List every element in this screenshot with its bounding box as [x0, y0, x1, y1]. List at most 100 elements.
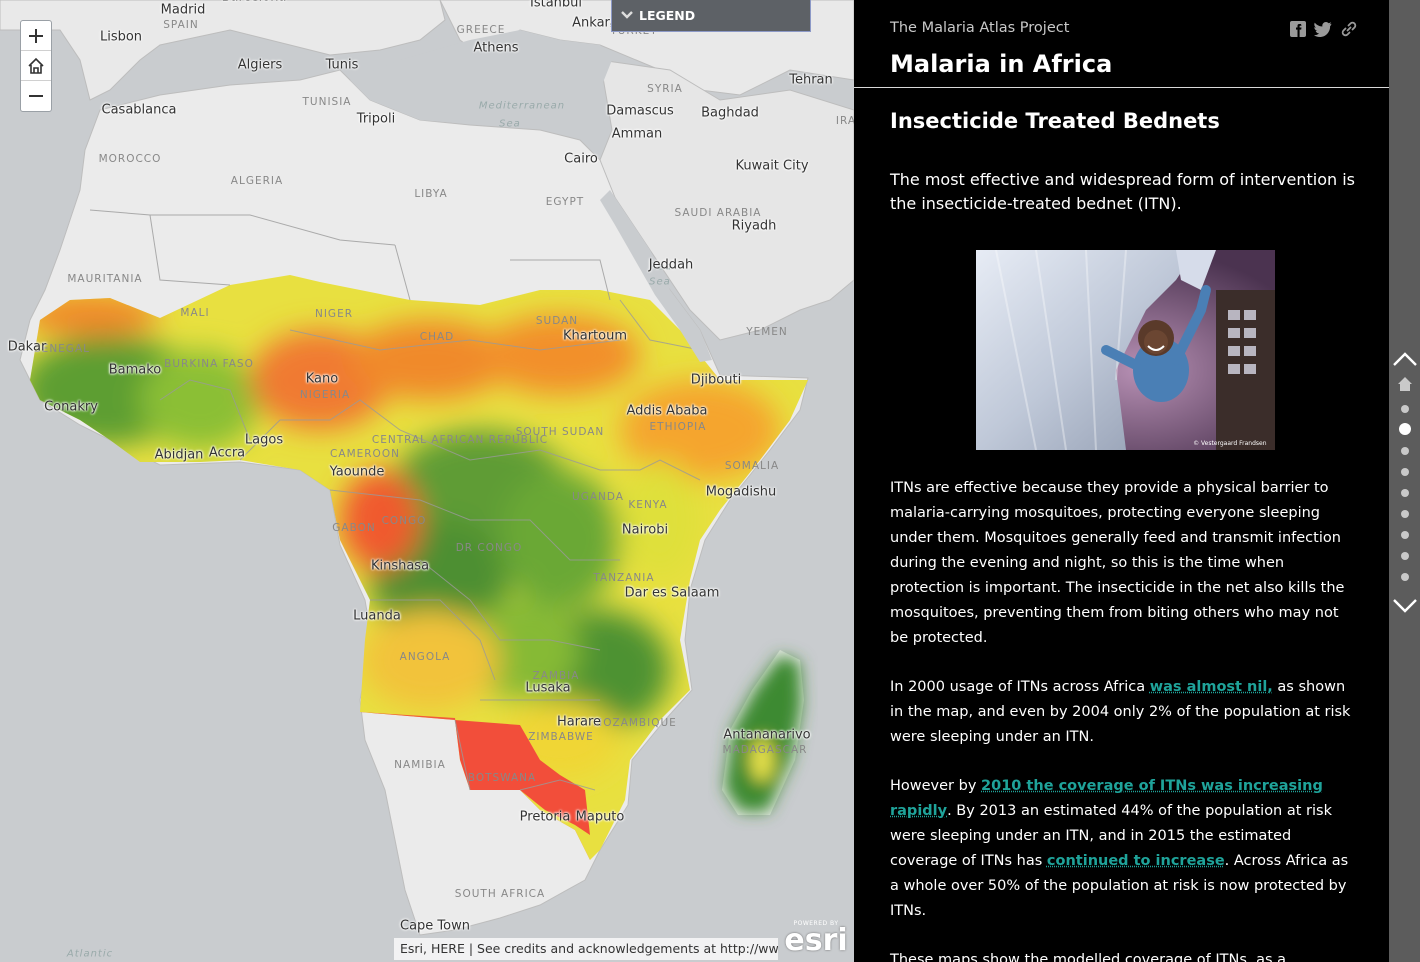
country-label: DR CONGO — [455, 542, 523, 554]
country-label: SOUTH AFRICA — [454, 888, 546, 900]
home-extent-button[interactable] — [21, 51, 51, 81]
esri-powered-text: POWERED BY — [793, 920, 839, 927]
nav-dot[interactable] — [1401, 510, 1409, 518]
paragraph-maps-show: These maps show the modelled coverage of… — [890, 952, 1287, 962]
twitter-icon — [1314, 21, 1332, 37]
city-label: Dar es Salaam — [624, 585, 720, 601]
city-label: Casablanca — [101, 102, 177, 118]
country-label: SPAIN — [163, 19, 199, 31]
legend-label: LEGEND — [639, 8, 696, 23]
nav-dot[interactable] — [1401, 531, 1409, 539]
country-label: CHAD — [419, 331, 455, 343]
country-label: MOZAMBIQUE — [593, 717, 677, 729]
water-body-label: Sea — [649, 276, 671, 288]
country-label: GREECE — [456, 24, 506, 36]
country-label: NAMIBIA — [394, 759, 446, 771]
country-label: SAUDI ARABIA — [674, 207, 762, 219]
country-label: LIBYA — [414, 188, 448, 200]
legend-toggle[interactable]: LEGEND — [611, 0, 811, 32]
para3-text: However by — [890, 778, 982, 794]
city-label: Ankara — [572, 15, 618, 31]
para2-text-end: as shown in the map, and even by 2004 on… — [890, 679, 1351, 745]
city-label: Khartoum — [562, 328, 628, 344]
city-label: Mogadishu — [705, 484, 777, 500]
panel-header: The Malaria Atlas Project Malaria in Afr… — [854, 0, 1389, 88]
map-attribution[interactable]: Esri, HERE | See credits and acknowledge… — [394, 938, 778, 960]
country-label: BURKINA FASO — [164, 358, 254, 370]
facebook-icon — [1290, 21, 1306, 37]
city-label: Barcelona — [222, 0, 287, 5]
esri-logo[interactable]: POWERED BY esri — [784, 920, 848, 958]
map-canvas[interactable] — [0, 0, 854, 962]
nav-dot[interactable] — [1401, 468, 1409, 476]
city-label: Baghdad — [701, 105, 759, 121]
city-label: Damascus — [606, 103, 674, 119]
country-label: ANGOLA — [399, 651, 451, 663]
story-content: Insecticide Treated Bednets The most eff… — [890, 105, 1360, 962]
facebook-share-button[interactable] — [1289, 20, 1307, 38]
city-label: Tripoli — [356, 111, 396, 127]
country-label: NIGERIA — [299, 389, 351, 401]
city-label: Jeddah — [648, 257, 694, 273]
water-body-label: Atlantic — [66, 948, 114, 960]
chevron-down-icon[interactable] — [1392, 597, 1418, 615]
city-label: Luanda — [353, 608, 401, 624]
minus-icon — [29, 95, 43, 97]
para3-text-end: . Across Africa as a whole over 50% of t… — [890, 853, 1349, 919]
city-label: Kano — [305, 371, 339, 387]
esri-name: esri — [784, 923, 848, 958]
copy-link-button[interactable] — [1340, 20, 1358, 38]
story-subtitle: The Malaria Atlas Project — [890, 20, 1070, 36]
nav-dot[interactable] — [1401, 489, 1409, 497]
coverage-increasing-link[interactable]: 2010 the coverage of ITNs was increasing… — [890, 778, 1323, 819]
country-label: SOMALIA — [724, 460, 780, 472]
city-label: Istanbul — [529, 0, 583, 11]
home-icon[interactable] — [1397, 376, 1413, 392]
city-label: Madrid — [160, 2, 206, 18]
child-with-bednet-image — [975, 250, 1275, 450]
country-label: MAURITANIA — [67, 273, 143, 285]
nav-dot[interactable] — [1401, 573, 1409, 581]
story-title: Malaria in Africa — [890, 50, 1113, 78]
country-label: TANZANIA — [593, 572, 655, 584]
chevron-up-icon[interactable] — [1392, 350, 1418, 368]
bednet-photo: © Vestergaard Frandsen — [975, 250, 1275, 450]
twitter-share-button[interactable] — [1314, 20, 1332, 38]
city-label: Riyadh — [731, 218, 777, 234]
story-panel: The Malaria Atlas Project Malaria in Afr… — [854, 0, 1389, 962]
city-label: Nairobi — [621, 522, 669, 538]
map-view[interactable]: SPAINGREECETURKEYSYRIATUNISIAIRAMOROCCOA… — [0, 0, 854, 962]
para3-text-middle: . By 2013 an estimated 44% of the popula… — [890, 803, 1332, 869]
country-label: ZIMBABWE — [528, 731, 594, 743]
city-label: Tunis — [325, 57, 359, 73]
city-label: Djibouti — [690, 372, 742, 388]
was-almost-nil-link[interactable]: was almost nil, — [1149, 679, 1273, 695]
zoom-out-button[interactable] — [21, 81, 51, 111]
country-label: CAMEROON — [330, 448, 400, 460]
nav-dot[interactable] — [1399, 423, 1411, 435]
country-label: SOUTH SUDAN — [515, 426, 605, 438]
country-label: NIGER — [314, 308, 354, 320]
zoom-controls — [20, 20, 52, 112]
nav-dot[interactable] — [1401, 552, 1409, 560]
city-label: Yaounde — [329, 464, 385, 480]
city-label: Cairo — [564, 151, 598, 167]
country-label: TUNISIA — [302, 96, 352, 108]
city-label: Amman — [611, 126, 663, 142]
city-label: Athens — [473, 40, 519, 56]
section-lead: The most effective and widespread form o… — [890, 170, 1356, 213]
city-label: Addis Ababa — [626, 403, 708, 419]
chevron-down-icon — [621, 9, 633, 23]
zoom-in-button[interactable] — [21, 21, 51, 51]
country-label: MALI — [180, 307, 210, 319]
city-label: Tehran — [789, 72, 833, 88]
country-label: CONGO — [381, 515, 427, 527]
city-label: Maputo — [575, 809, 625, 825]
continued-to-increase-link[interactable]: continued to increase — [1046, 853, 1225, 869]
city-label: Lusaka — [525, 680, 571, 696]
nav-dot[interactable] — [1401, 447, 1409, 455]
home-icon — [28, 57, 44, 74]
country-label: KENYA — [628, 499, 668, 511]
nav-dot[interactable] — [1401, 405, 1409, 413]
city-label: Harare — [556, 714, 602, 730]
